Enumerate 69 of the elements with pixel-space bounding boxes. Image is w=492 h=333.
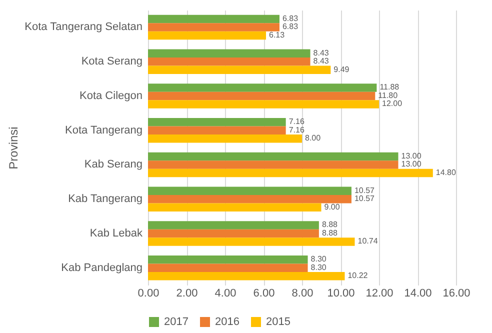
x-tick-label: 10.00 [327,288,355,300]
bar [148,66,331,74]
y-tick-label: Kota Tangerang [65,124,142,136]
x-tick-label: 8.00 [292,288,314,300]
data-label: 7.16 [288,117,305,126]
data-label: 11.80 [378,90,398,100]
bar [148,168,433,178]
data-label: 8.00 [305,134,322,143]
data-label: 6.13 [269,30,286,40]
legend-label: 2017 [164,316,188,328]
bar [148,126,286,134]
bar [148,14,280,24]
bar [148,100,379,108]
y-tick-label: Kota Serang [81,56,142,68]
data-label: 8.43 [313,48,330,58]
y-tick-label: Kota Cilegon [80,90,142,102]
data-label: 8.88 [322,220,338,230]
data-label: 8.30 [310,254,327,264]
bar [148,186,352,195]
data-label: 9.00 [324,202,340,212]
bar [148,84,377,92]
data-label: 12.00 [382,99,403,108]
bar [148,49,310,58]
bar [148,57,310,66]
bar [148,23,280,32]
y-tick-label: Kab Pandeglang [61,262,142,274]
data-label: 6.83 [282,22,299,32]
y-tick-label: Kota Tangerang Selatan [24,21,142,34]
data-label: 9.49 [334,64,350,74]
bar [148,118,286,126]
x-tick-label: 16.00 [442,288,470,300]
y-tick-label: Kab Lebak [90,227,143,240]
x-tick-label: 4.00 [214,288,236,300]
data-label: 7.16 [288,125,305,134]
bar [148,92,376,100]
data-label: 8.30 [310,262,327,272]
bar [148,203,322,212]
x-tick-label: 0.00 [138,288,160,300]
data-label: 10.57 [354,186,376,195]
data-label: 14.80 [436,168,456,177]
bar [148,221,319,230]
x-tick-label: 12.00 [366,288,394,300]
data-label: 10.22 [348,271,368,280]
y-axis-title: Provinsi [6,126,20,170]
bar [148,264,308,272]
data-label: 8.88 [322,228,338,238]
y-tick-label: Kab Tangerang [68,193,142,206]
legend-label: 2015 [266,316,290,328]
y-tick-label: Kab Serang [84,158,142,171]
data-label: 11.88 [380,82,400,92]
bar [148,229,319,238]
bar [148,194,352,204]
data-label: 6.83 [282,14,299,23]
data-label: 13.00 [401,160,422,169]
data-label: 10.57 [354,194,376,204]
bar [148,255,308,264]
x-tick-label: 6.00 [253,288,275,300]
bar [148,152,398,161]
data-label: 13.00 [401,151,422,160]
legend-label: 2016 [215,316,240,328]
bar [148,134,302,143]
bar [148,272,345,280]
data-label: 10.74 [358,236,378,246]
bar [148,238,355,246]
x-tick-label: 2.00 [176,288,198,300]
bar [148,160,398,169]
bar [148,31,266,40]
x-tick-label: 14.00 [404,288,432,300]
data-label: 8.43 [313,56,330,66]
